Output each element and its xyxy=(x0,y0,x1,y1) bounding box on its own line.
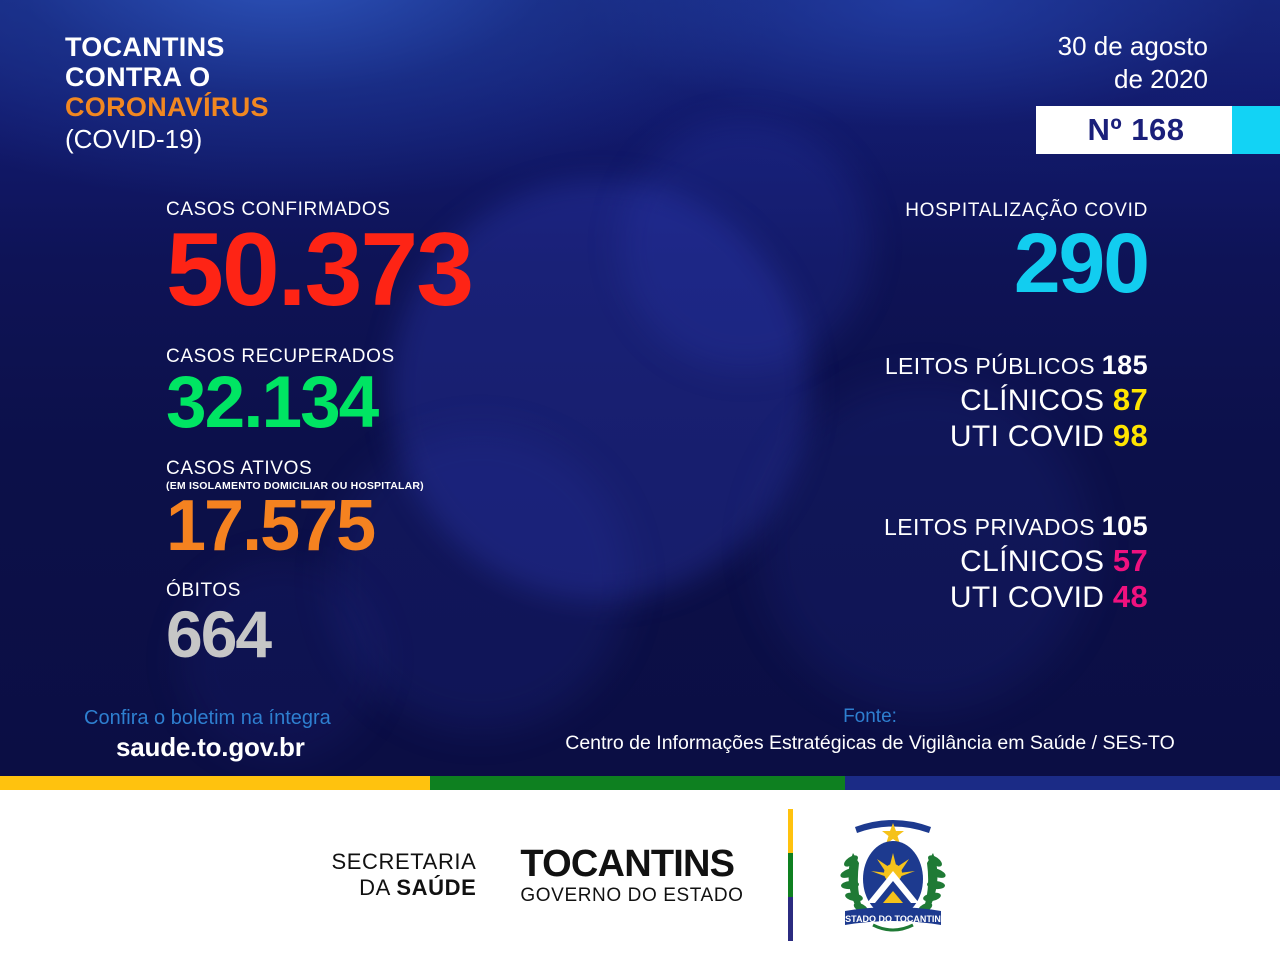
main-panel: TOCANTINS CONTRA O CORONAVÍRUS (COVID-19… xyxy=(0,0,1280,776)
stat-casos-ativos: CASOS ATIVOS (EM ISOLAMENTO DOMICILIAR O… xyxy=(166,457,686,567)
public-uti-label: UTI COVID xyxy=(949,420,1105,454)
hospitalization-value: 290 xyxy=(1013,216,1150,310)
private-beds-uti: UTI COVID 48 xyxy=(700,579,1148,616)
stat-label-ativos: CASOS ATIVOS xyxy=(166,457,313,479)
public-clinicos-value: 87 xyxy=(1112,381,1148,417)
public-beds-total: 185 xyxy=(1101,349,1148,380)
public-beds-clinicos: CLÍNICOS 87 xyxy=(700,382,1148,419)
hospitalization-label: HOSPITALIZAÇÃO COVID xyxy=(905,200,1148,221)
coat-banner-text: ESTADO DO TOCANTINS xyxy=(839,914,947,924)
public-beds-header: LEITOS PÚBLICOS 185 xyxy=(700,350,1148,382)
brand-line-3: CORONAVÍRUS xyxy=(65,92,269,123)
bulletin-link-url[interactable]: saude.to.gov.br xyxy=(116,732,305,762)
private-beds-label: LEITOS PRIVADOS xyxy=(884,513,1095,540)
virus-illustration-tertiary xyxy=(330,430,630,730)
public-beds-label: LEITOS PÚBLICOS xyxy=(884,352,1095,379)
private-beds-header: LEITOS PRIVADOS 105 xyxy=(700,511,1148,543)
public-clinicos-label: CLÍNICOS xyxy=(960,383,1105,417)
source-block: Fonte: Centro de Informações Estratégica… xyxy=(500,706,1240,755)
public-beds-uti: UTI COVID 98 xyxy=(700,418,1148,455)
source-label: Fonte: xyxy=(843,706,897,727)
private-beds-clinicos: CLÍNICOS 57 xyxy=(700,543,1148,580)
coat-of-arms-icon: ESTADO DO TOCANTINS xyxy=(837,811,949,939)
date-line-1: 30 de agosto xyxy=(1057,31,1208,61)
gov-subtitle: GOVERNO DO ESTADO xyxy=(520,885,744,906)
stat-value-confirmados: 50.373 xyxy=(166,211,474,328)
bulletin-number-text: Nº 168 xyxy=(1036,106,1232,154)
stat-casos-confirmados: CASOS CONFIRMADOS 50.373 xyxy=(166,199,686,328)
left-stats-column: CASOS CONFIRMADOS 50.373 CASOS RECUPERAD… xyxy=(166,199,686,672)
divider-blue xyxy=(787,897,793,941)
private-clinicos-value: 57 xyxy=(1112,542,1148,578)
brand-line-2: CONTRA O xyxy=(65,62,211,93)
divider-green xyxy=(787,853,793,897)
gov-title: TOCANTINS xyxy=(520,843,735,885)
tricolor-stripe xyxy=(0,776,1280,790)
source-text: Centro de Informações Estratégicas de Vi… xyxy=(565,731,1175,754)
stat-obitos: ÓBITOS 664 xyxy=(166,580,686,672)
stripe-yellow xyxy=(0,776,430,790)
stat-value-recuperados: 32.134 xyxy=(166,362,379,444)
stat-value-obitos: 664 xyxy=(166,597,272,672)
stat-casos-recuperados: CASOS RECUPERADOS 32.134 xyxy=(166,345,686,444)
date-line-2: de 2020 xyxy=(1114,64,1208,95)
bulletin-date: 30 de agosto de 2020 xyxy=(1058,30,1208,97)
private-uti-label: UTI COVID xyxy=(949,581,1105,615)
brand-line-4: (COVID-19) xyxy=(65,123,203,154)
stripe-blue xyxy=(845,776,1280,790)
bulletin-link[interactable]: Confira o boletim na íntegra saude.to.go… xyxy=(84,706,331,763)
stripe-green xyxy=(430,776,845,790)
stat-hospitalizacao: HOSPITALIZAÇÃO COVID 290 xyxy=(700,200,1150,310)
private-clinicos-label: CLÍNICOS xyxy=(960,544,1105,578)
private-beds-total: 105 xyxy=(1101,510,1148,541)
private-beds-group: LEITOS PRIVADOS 105 CLÍNICOS 57 UTI COVI… xyxy=(700,511,1148,616)
stat-sublabel-ativos: (EM ISOLAMENTO DOMICILIAR OU HOSPITALAR) xyxy=(166,479,424,492)
footer-bar: SECRETARIA DA SAÚDE TOCANTINS GOVERNO DO… xyxy=(0,790,1280,960)
coat-of-arms-svg: ESTADO DO TOCANTINS xyxy=(839,820,947,932)
virus-illustration-secondary xyxy=(620,120,870,370)
public-uti-value: 98 xyxy=(1112,418,1148,454)
stat-label-recuperados: CASOS RECUPERADOS xyxy=(166,345,395,367)
virus-illustration-quaternary xyxy=(760,380,1090,710)
governo-estado-logo: TOCANTINS GOVERNO DO ESTADO xyxy=(520,845,743,905)
badge-cyan-block xyxy=(1232,106,1280,154)
bulletin-link-caption: Confira o boletim na íntegra xyxy=(84,707,331,729)
right-stats-column: HOSPITALIZAÇÃO COVID 290 LEITOS PÚBLICOS… xyxy=(700,200,1220,616)
virus-illustration-quinary xyxy=(180,560,380,760)
stat-value-ativos: 17.575 xyxy=(166,486,376,567)
stat-label-confirmados: CASOS CONFIRMADOS xyxy=(166,199,391,220)
secretaria-line-2: DA SAÚDE xyxy=(331,875,476,901)
secretaria-saude-logo: SECRETARIA DA SAÚDE xyxy=(331,849,476,900)
private-uti-value: 48 xyxy=(1112,579,1148,615)
virus-illustration xyxy=(390,180,810,600)
footer-logos: SECRETARIA DA SAÚDE TOCANTINS GOVERNO DO… xyxy=(331,809,948,941)
brand-line-1: TOCANTINS xyxy=(65,32,225,62)
divider-yellow xyxy=(787,809,793,853)
secretaria-saude: SAÚDE xyxy=(396,875,477,900)
stat-label-obitos: ÓBITOS xyxy=(166,580,242,602)
secretaria-da: DA xyxy=(359,875,397,900)
bulletin-number-badge: Nº 168 xyxy=(1036,106,1280,154)
vertical-tricolor-divider xyxy=(787,809,793,941)
public-beds-group: LEITOS PÚBLICOS 185 CLÍNICOS 87 UTI COVI… xyxy=(700,350,1148,455)
brand-title: TOCANTINS CONTRA O CORONAVÍRUS (COVID-19… xyxy=(65,32,269,155)
secretaria-line-1: SECRETARIA xyxy=(331,849,477,875)
